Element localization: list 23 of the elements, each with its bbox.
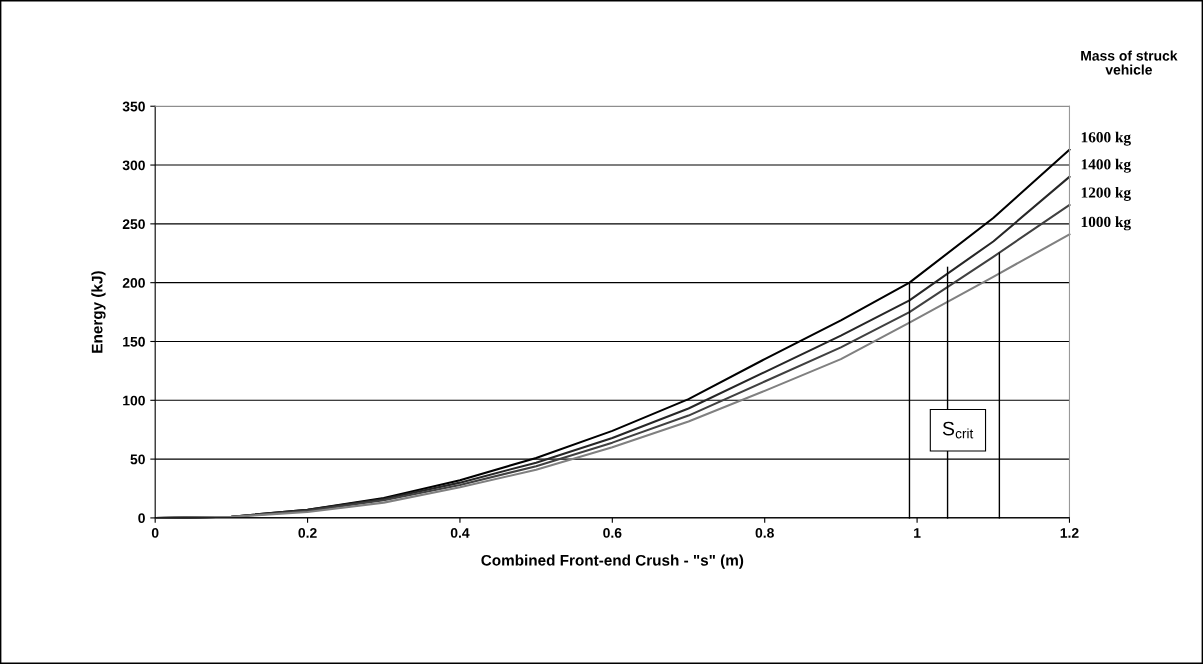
annotation: S$_{crit}$ bbox=[942, 421, 974, 439]
series-label: 1400 kg bbox=[1081, 158, 1131, 173]
x-tick-label: 0.8 bbox=[755, 528, 774, 538]
x-tick-label: 1.2 bbox=[1060, 528, 1079, 538]
series-label: 1600 kg bbox=[1081, 131, 1131, 146]
y-tick-label: 250 bbox=[122, 219, 145, 230]
y-tick-label: 300 bbox=[122, 160, 145, 171]
series-label: 1200 kg bbox=[1081, 186, 1131, 201]
y-axis-title: Energy (kJ) bbox=[91, 271, 106, 353]
x-tick-label: 1 bbox=[914, 528, 921, 538]
x-tick-label: 0.2 bbox=[298, 528, 317, 538]
y-tick-label: 150 bbox=[123, 336, 145, 347]
x-tick-label: 0.6 bbox=[603, 528, 622, 538]
y-tick-label: 350 bbox=[122, 101, 145, 112]
x-tick-label: 0.4 bbox=[450, 528, 470, 538]
y-tick-label: 50 bbox=[130, 454, 145, 465]
legend-title: Mass of struck vehicle bbox=[1081, 50, 1178, 75]
y-tick-label: 200 bbox=[122, 278, 145, 288]
series-label: 1000 kg bbox=[1081, 216, 1131, 231]
x-axis-title: Combined Front-end Crush - "s" (m) bbox=[481, 554, 744, 569]
y-tick-label: 0 bbox=[138, 513, 145, 524]
y-tick-label: 100 bbox=[123, 395, 145, 406]
x-tick-label: 0 bbox=[151, 528, 159, 538]
